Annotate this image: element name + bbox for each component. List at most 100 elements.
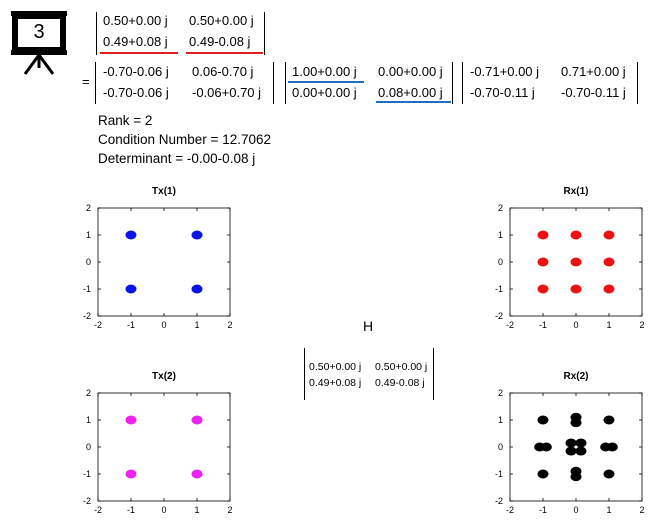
plot-title: Tx(2) bbox=[152, 371, 176, 382]
s-matrix-cell: 0.08+0.00 j bbox=[378, 85, 443, 100]
x-tick-label: -1 bbox=[127, 320, 135, 330]
y-tick-label: 2 bbox=[86, 388, 91, 398]
data-point bbox=[575, 438, 587, 448]
s-matrix-cell: 1.00+0.00 j bbox=[292, 64, 357, 79]
data-point bbox=[570, 230, 582, 240]
x-tick-label: 1 bbox=[606, 320, 611, 330]
data-point bbox=[537, 284, 549, 294]
x-tick-label: -2 bbox=[506, 320, 514, 330]
data-point bbox=[191, 230, 203, 240]
y-tick-label: -2 bbox=[495, 311, 503, 321]
u-matrix-cell: -0.70-0.06 j bbox=[103, 85, 169, 100]
y-tick-label: -1 bbox=[83, 284, 91, 294]
top-matrix-cell: 0.50+0.00 j bbox=[189, 13, 254, 28]
x-tick-label: 1 bbox=[194, 320, 199, 330]
presentation-board-icon: 3 bbox=[6, 8, 74, 76]
y-tick-label: 2 bbox=[498, 203, 503, 213]
plot-title: Tx(1) bbox=[152, 186, 176, 197]
x-tick-label: -1 bbox=[127, 505, 135, 515]
y-tick-label: -1 bbox=[83, 469, 91, 479]
x-tick-label: 2 bbox=[639, 505, 644, 515]
data-point bbox=[125, 230, 137, 240]
y-tick-label: 1 bbox=[498, 415, 503, 425]
scatter-plot: Tx(1) -2 -1 0 1 2 2 1 0 -1 -2 bbox=[83, 186, 233, 330]
data-point bbox=[603, 415, 615, 425]
badge-number: 3 bbox=[33, 21, 45, 43]
data-point bbox=[540, 442, 552, 452]
x-tick-label: 0 bbox=[161, 505, 166, 515]
x-tick-label: 1 bbox=[606, 505, 611, 515]
y-tick-label: -1 bbox=[495, 284, 503, 294]
data-point bbox=[603, 284, 615, 294]
y-tick-label: 0 bbox=[86, 442, 91, 452]
data-point bbox=[603, 257, 615, 267]
x-tick-label: 2 bbox=[639, 320, 644, 330]
h-matrix-cell: 0.49-0.08 j bbox=[375, 377, 425, 389]
plot-axes bbox=[97, 207, 231, 317]
v-matrix-cell: -0.70-0.11 j bbox=[470, 85, 535, 100]
u-matrix-cell: 0.06-0.70 j bbox=[192, 64, 254, 79]
data-point bbox=[537, 230, 549, 240]
plot-axes bbox=[97, 392, 231, 502]
data-point bbox=[191, 415, 203, 425]
data-point bbox=[565, 446, 577, 456]
data-point bbox=[570, 472, 582, 482]
h-matrix-cell: 0.49+0.08 j bbox=[309, 377, 362, 389]
plot-axes bbox=[509, 392, 643, 502]
x-tick-label: -2 bbox=[506, 505, 514, 515]
u-matrix-cell: -0.70-0.06 j bbox=[103, 64, 169, 79]
x-tick-label: -2 bbox=[94, 505, 102, 515]
y-tick-label: 1 bbox=[498, 230, 503, 240]
data-point bbox=[600, 442, 612, 452]
data-point bbox=[537, 469, 549, 479]
data-point bbox=[570, 418, 582, 428]
y-tick-label: -1 bbox=[495, 469, 503, 479]
h-matrix-cell: 0.50+0.00 j bbox=[375, 361, 428, 373]
x-tick-label: 0 bbox=[161, 320, 166, 330]
y-tick-label: 0 bbox=[498, 257, 503, 267]
matrix-info: Rank = 2 Condition Number = 12.7062 Dete… bbox=[98, 111, 271, 168]
y-tick-label: 2 bbox=[86, 203, 91, 213]
data-point bbox=[603, 230, 615, 240]
top-matrix-cell: 0.49+0.08 j bbox=[103, 34, 168, 49]
plot-title: Rx(1) bbox=[563, 186, 588, 197]
scatter-plot: Rx(2) -2 -1 0 1 2 2 1 0 -1 -2 bbox=[495, 371, 645, 515]
v-matrix-cell: 0.71+0.00 j bbox=[561, 64, 626, 79]
x-tick-label: 1 bbox=[194, 505, 199, 515]
u-matrix-cell: -0.06+0.70 j bbox=[192, 85, 262, 100]
x-tick-label: -2 bbox=[94, 320, 102, 330]
plot-title: Rx(2) bbox=[563, 371, 588, 382]
y-tick-label: 1 bbox=[86, 230, 91, 240]
s-matrix-underline bbox=[288, 81, 364, 83]
top-matrix-underline bbox=[186, 52, 263, 54]
y-tick-label: 1 bbox=[86, 415, 91, 425]
y-tick-label: 2 bbox=[498, 388, 503, 398]
y-tick-label: -2 bbox=[495, 496, 503, 506]
condition-number-text: Condition Number = 12.7062 bbox=[98, 132, 271, 147]
x-tick-label: 2 bbox=[227, 320, 232, 330]
data-point bbox=[125, 415, 137, 425]
top-matrix-cell: 0.49-0.08 j bbox=[189, 34, 251, 49]
data-point bbox=[191, 469, 203, 479]
s-matrix-cell: 0.00+0.00 j bbox=[378, 64, 443, 79]
x-tick-label: -1 bbox=[539, 320, 547, 330]
top-matrix-underline bbox=[100, 52, 178, 54]
x-tick-label: 0 bbox=[573, 505, 578, 515]
data-point bbox=[570, 257, 582, 267]
scatter-plot: Tx(2) -2 -1 0 1 2 2 1 0 -1 -2 bbox=[83, 371, 233, 515]
h-matrix-cell: 0.50+0.00 j bbox=[309, 361, 362, 373]
y-tick-label: -2 bbox=[83, 311, 91, 321]
x-tick-label: -1 bbox=[539, 505, 547, 515]
data-point bbox=[565, 438, 577, 448]
data-point bbox=[570, 284, 582, 294]
s-matrix-cell: 0.00+0.00 j bbox=[292, 85, 357, 100]
v-matrix-cell: -0.70-0.11 j bbox=[561, 85, 626, 100]
top-matrix-cell: 0.50+0.00 j bbox=[103, 13, 168, 28]
data-point bbox=[125, 469, 137, 479]
data-point bbox=[575, 446, 587, 456]
data-point bbox=[537, 415, 549, 425]
data-point bbox=[125, 284, 137, 294]
data-point bbox=[603, 469, 615, 479]
v-matrix-cell: -0.71+0.00 j bbox=[470, 64, 540, 79]
